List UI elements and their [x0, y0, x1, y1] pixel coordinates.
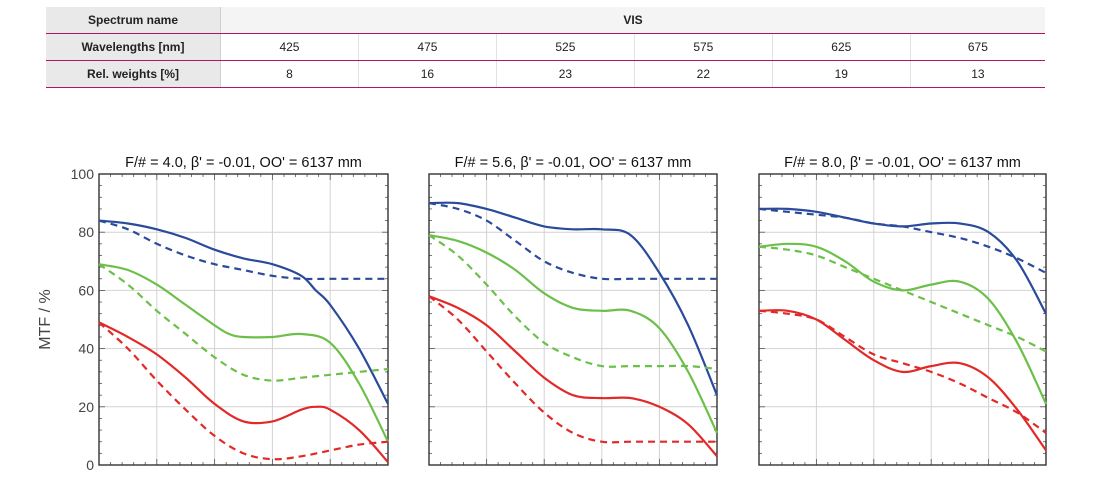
chart-title: F/# = 5.6, β' = -0.01, OO' = 6137 mm [455, 155, 692, 171]
y-tick-label: 0 [86, 457, 94, 473]
weight-cell: 13 [910, 60, 1045, 88]
wavelength-cell: 425 [220, 33, 359, 61]
weight-cell: 23 [496, 60, 635, 88]
series-line-2 [758, 207, 1047, 274]
y-tick-label: 60 [78, 282, 94, 298]
series-line-5 [98, 321, 389, 463]
wavelength-cell: 675 [910, 33, 1045, 61]
series-line-4 [758, 245, 1047, 353]
series-line-5 [428, 295, 718, 458]
spectrum-name-label: Spectrum name [46, 7, 221, 34]
weight-cell: 22 [634, 60, 773, 88]
series-line-1 [758, 207, 1047, 315]
series-line-2 [98, 219, 388, 281]
series-line-1 [428, 201, 719, 396]
series-line-3 [428, 234, 718, 434]
mtf-chart-2: F/# = 5.6, β' = -0.01, OO' = 6137 mm [428, 155, 719, 466]
plot-frame [758, 173, 1047, 466]
weight-cell: 8 [220, 60, 359, 88]
series-line-6 [98, 321, 389, 461]
y-tick-label: 80 [78, 224, 94, 240]
weights-label: Rel. weights [%] [46, 60, 221, 88]
wavelength-cell: 625 [772, 33, 911, 61]
series-line-1 [98, 219, 389, 405]
plot-frame [428, 173, 718, 466]
series-line-3 [758, 242, 1047, 405]
series-line-6 [758, 309, 1047, 434]
wavelength-cell: 475 [358, 33, 497, 61]
wavelengths-label: Wavelengths [nm] [46, 33, 221, 61]
mtf-chart-3: F/# = 8.0, β' = -0.01, OO' = 6137 mm [758, 155, 1047, 466]
mtf-charts: F/# = 4.0, β' = -0.01, OO' = 6137 mm 0 20 4… [37, 155, 1047, 473]
plot-frame [98, 173, 389, 466]
series-line-6 [428, 295, 717, 444]
series-line-4 [98, 263, 389, 382]
series-line-4 [428, 234, 718, 371]
spectrum-name-value: VIS [220, 7, 1045, 34]
weight-cell: 16 [358, 60, 497, 88]
y-tick-label: 40 [78, 341, 94, 357]
series-line-5 [758, 309, 1047, 452]
mtf-chart-1: F/# = 4.0, β' = -0.01, OO' = 6137 mm 0 20 4… [37, 155, 389, 473]
y-tick-label: 20 [78, 399, 94, 415]
chart-title: F/# = 8.0, β' = -0.01, OO' = 6137 mm [784, 155, 1021, 171]
y-axis-label: MTF / % [37, 289, 54, 349]
series-line-2 [428, 202, 717, 281]
weights-row: Rel. weights [%] 8 16 23 22 19 13 [46, 60, 1045, 88]
spectrum-table: Spectrum name VIS Wavelengths [nm] 425 4… [46, 7, 1045, 88]
series-line-3 [98, 263, 389, 443]
spectrum-row: Spectrum name VIS [46, 7, 1045, 34]
wavelength-cell: 575 [634, 33, 773, 61]
y-tick-label: 100 [71, 166, 95, 182]
wavelengths-row: Wavelengths [nm] 425 475 525 575 625 675 [46, 33, 1045, 61]
wavelength-cell: 525 [496, 33, 635, 61]
weight-cell: 19 [772, 60, 911, 88]
chart-title: F/# = 4.0, β' = -0.01, OO' = 6137 mm [125, 155, 362, 171]
